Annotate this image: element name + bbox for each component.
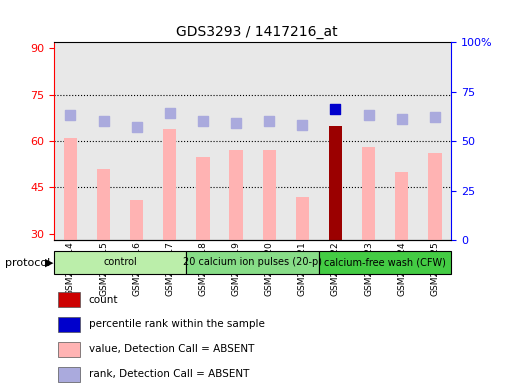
Bar — [58, 292, 80, 307]
Text: GDS3293 / 1417216_at: GDS3293 / 1417216_at — [175, 25, 338, 39]
Text: rank, Detection Call = ABSENT: rank, Detection Call = ABSENT — [89, 369, 249, 379]
Point — [265, 118, 273, 124]
Bar — [97, 169, 110, 240]
Bar — [220, 42, 252, 240]
Text: control: control — [103, 257, 137, 267]
Bar — [362, 147, 375, 240]
Point — [298, 122, 306, 128]
Bar — [295, 197, 309, 240]
Bar — [252, 42, 286, 240]
Bar — [87, 42, 120, 240]
Point — [66, 113, 74, 119]
Text: count: count — [89, 295, 119, 305]
Text: value, Detection Call = ABSENT: value, Detection Call = ABSENT — [89, 344, 254, 354]
Bar — [385, 42, 418, 240]
Bar — [418, 42, 451, 240]
Bar — [120, 42, 153, 240]
Text: protocol: protocol — [5, 258, 50, 268]
Text: percentile rank within the sample: percentile rank within the sample — [89, 319, 265, 329]
Point — [100, 118, 108, 124]
Bar — [54, 42, 87, 240]
Point — [232, 120, 240, 126]
Bar — [163, 129, 176, 240]
Bar — [58, 317, 80, 332]
Point — [331, 106, 340, 113]
Point — [166, 110, 174, 116]
Text: 20 calcium ion pulses (20-p): 20 calcium ion pulses (20-p) — [183, 257, 322, 267]
Bar — [428, 154, 442, 240]
Bar — [58, 342, 80, 357]
Bar — [58, 367, 80, 382]
Bar — [186, 251, 319, 273]
Bar — [319, 251, 451, 273]
Bar — [329, 126, 342, 240]
Bar — [64, 138, 77, 240]
Bar — [395, 172, 408, 240]
Point — [398, 116, 406, 122]
Point — [199, 118, 207, 124]
Bar — [54, 251, 186, 273]
Text: calcium-free wash (CFW): calcium-free wash (CFW) — [324, 257, 446, 267]
Point — [365, 113, 373, 119]
Text: ▶: ▶ — [45, 258, 54, 268]
Bar — [286, 42, 319, 240]
Bar — [263, 151, 276, 240]
Bar — [130, 200, 143, 240]
Point — [431, 114, 439, 121]
Point — [132, 124, 141, 130]
Bar — [186, 42, 220, 240]
Bar — [319, 42, 352, 240]
Bar — [153, 42, 186, 240]
Bar — [229, 151, 243, 240]
Bar — [352, 42, 385, 240]
Bar — [196, 157, 210, 240]
